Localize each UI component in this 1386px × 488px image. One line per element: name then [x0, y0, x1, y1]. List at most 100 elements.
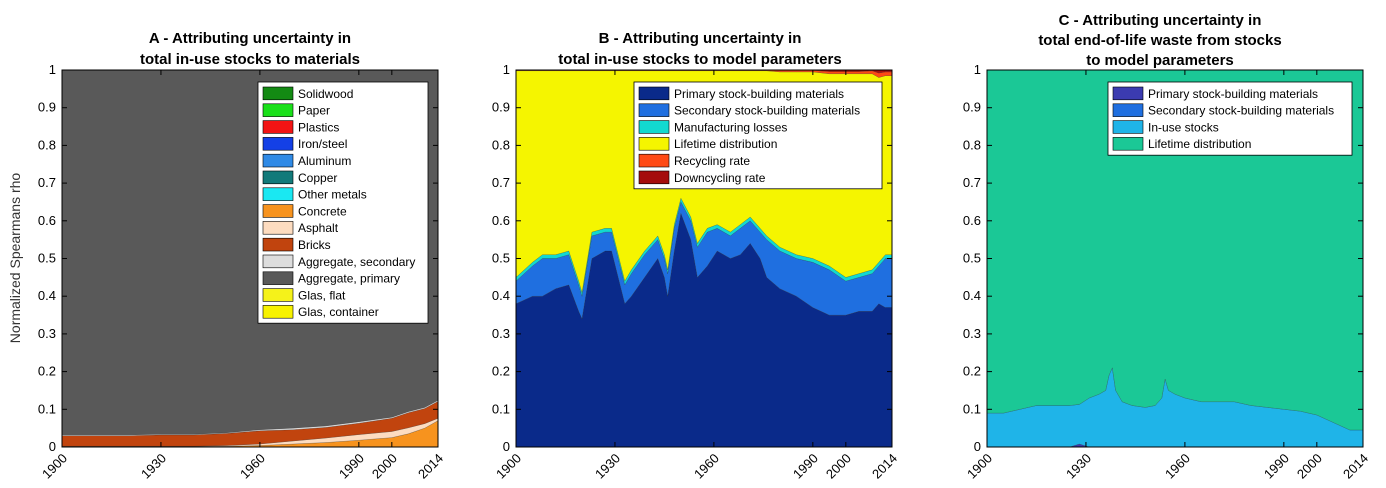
legend-label: Asphalt: [298, 221, 339, 235]
legend-swatch: [262, 187, 294, 201]
legend-swatch: [262, 103, 294, 117]
legend-swatch: [638, 137, 670, 151]
legend-label: Manufacturing losses: [674, 120, 787, 134]
y-axis-label: Normalized Spearmans rho: [7, 173, 23, 344]
legend-swatch: [638, 153, 670, 168]
panel-b: 0 0.1 0.2 0.3 0.4 0.5 0.6 0.7 0.8 0.9 1 1900 1930 196…: [492, 30, 900, 482]
x-tick-label: 2000: [369, 451, 400, 482]
y-tick-label: 0.6: [38, 213, 56, 228]
x-tick-label: 2000: [823, 451, 854, 482]
legend-swatch: [262, 137, 294, 151]
y-tick-label: 0.2: [492, 364, 510, 379]
legend-label: Copper: [298, 171, 337, 185]
y-tick-label: 0.2: [963, 364, 981, 379]
legend-label: Lifetime distribution: [674, 137, 777, 151]
legend-label: Glas, container: [298, 305, 379, 319]
legend-label: Primary stock-building materials: [674, 87, 844, 101]
legend-label: Concrete: [298, 204, 347, 218]
legend-label: Glas, flat: [298, 288, 346, 302]
legend-label: Iron/steel: [298, 137, 347, 151]
legend-swatch: [638, 103, 670, 117]
legend-box: [257, 81, 429, 324]
legend-swatch: [262, 204, 294, 218]
x-tick-label: 1990: [336, 451, 367, 482]
y-tick-label: 0.4: [38, 288, 56, 303]
legend-label: Recycling rate: [674, 154, 750, 168]
x-tick-label: 1990: [1261, 451, 1292, 482]
legend-swatch: [638, 86, 670, 101]
legend-label: Secondary stock-building materials: [674, 104, 860, 118]
legend-box: [1107, 81, 1353, 156]
y-tick-label: 1: [49, 62, 56, 77]
y-tick-label: 0.6: [492, 213, 510, 228]
x-tick-label: 2000: [1294, 451, 1325, 482]
legend-swatch: [262, 170, 294, 185]
y-tick-label: 0.9: [492, 100, 510, 115]
legend-swatch: [638, 170, 670, 185]
y-tick-label: 0.9: [963, 100, 981, 115]
y-tick-label: 0.2: [38, 364, 56, 379]
legend-swatch: [262, 120, 294, 134]
x-tick-label: 2014: [1340, 451, 1371, 482]
y-tick-label: 0.6: [963, 213, 981, 228]
x-tick-label: 1930: [1063, 451, 1094, 482]
y-tick-label: 0.8: [38, 137, 56, 152]
chart-title: B - Attributing uncertainty in: [599, 30, 802, 47]
y-tick-label: 0.7: [492, 175, 510, 190]
y-tick-label: 0.4: [492, 288, 510, 303]
x-tick-label: 1900: [493, 451, 524, 482]
legend-swatch: [1112, 120, 1144, 134]
y-tick-label: 0.3: [963, 326, 981, 341]
y-tick-label: 0.1: [492, 401, 510, 416]
x-tick-label: 1900: [964, 451, 995, 482]
legend-label: Paper: [298, 104, 330, 118]
legend-label: Plastics: [298, 120, 339, 134]
y-tick-label: 0.8: [963, 137, 981, 152]
legend-swatch: [262, 254, 294, 269]
y-tick-label: 0: [974, 439, 981, 454]
panel-a: 0 0.1 0.2 0.3 0.4 0.5 0.6 0.7 0.8 0.9 1 1900 1930 196…: [38, 30, 446, 482]
y-tick-label: 1: [503, 62, 510, 77]
legend-label: In-use stocks: [1148, 120, 1219, 134]
legend-swatch: [262, 237, 294, 252]
legend-label: Downcycling rate: [674, 171, 766, 185]
y-tick-label: 0.5: [492, 251, 510, 266]
legend-swatch: [262, 221, 294, 235]
y-tick-label: 0: [503, 439, 510, 454]
x-tick-label: 1960: [691, 451, 722, 482]
legend-label: Bricks: [298, 238, 331, 252]
legend-label: Lifetime distribution: [1148, 137, 1251, 151]
x-tick-label: 1960: [1162, 451, 1193, 482]
legend-label: Other metals: [298, 188, 367, 202]
x-tick-label: 2014: [415, 451, 446, 482]
chart-title: total end-of-life waste from stocks: [1038, 32, 1281, 49]
y-tick-label: 0.7: [38, 175, 56, 190]
y-tick-label: 0.1: [963, 401, 981, 416]
legend-swatch: [638, 120, 670, 134]
legend-label: Aluminum: [298, 154, 351, 168]
legend-label: Secondary stock-building materials: [1148, 104, 1334, 118]
legend-label: Aggregate, primary: [298, 272, 400, 286]
panel-c: 0 0.1 0.2 0.3 0.4 0.5 0.6 0.7 0.8 0.9 1 1900 1930 196…: [963, 12, 1371, 482]
y-tick-label: 0.5: [38, 251, 56, 266]
y-tick-label: 0.3: [38, 326, 56, 341]
y-tick-label: 0.1: [38, 401, 56, 416]
legend-box: [633, 81, 883, 190]
x-tick-label: 1930: [592, 451, 623, 482]
legend-swatch: [262, 271, 294, 285]
chart-title: total in-use stocks to materials: [140, 51, 360, 68]
legend-label: Aggregate, secondary: [298, 255, 415, 269]
y-tick-label: 0.5: [963, 251, 981, 266]
y-tick-label: 1: [974, 62, 981, 77]
chart-title: to model parameters: [1086, 52, 1234, 69]
y-tick-label: 0.8: [492, 137, 510, 152]
legend-swatch: [1112, 137, 1144, 151]
x-tick-label: 1990: [790, 451, 821, 482]
legend-swatch: [262, 305, 294, 319]
chart-title: total in-use stocks to model parameters: [558, 51, 841, 68]
chart-title: A - Attributing uncertainty in: [149, 30, 351, 47]
legend-label: Solidwood: [298, 87, 353, 101]
y-tick-label: 0.7: [963, 175, 981, 190]
x-tick-label: 1900: [39, 451, 70, 482]
